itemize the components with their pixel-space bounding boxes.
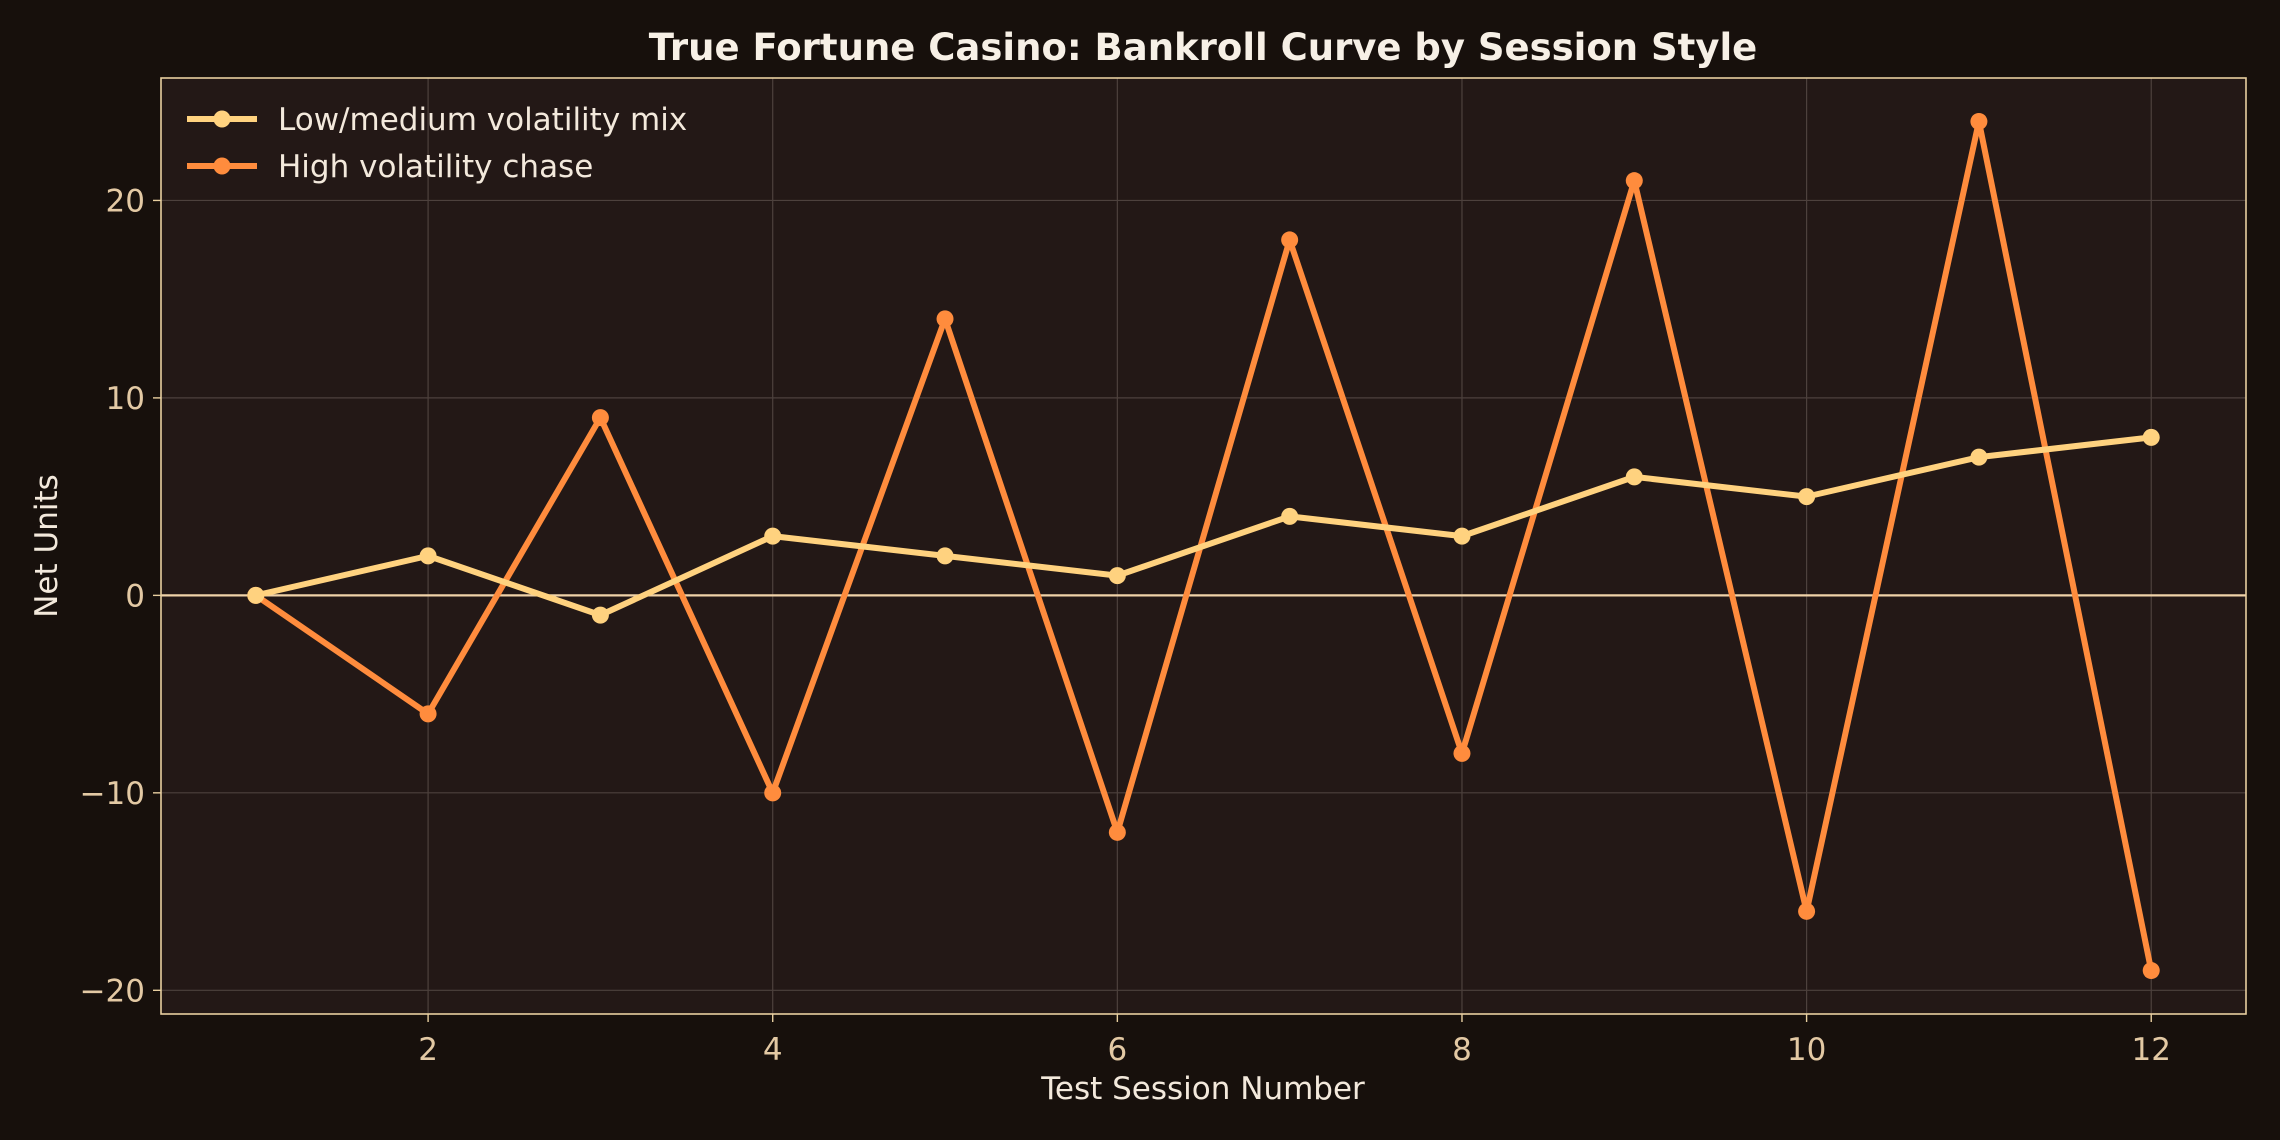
data-point-high-volatility bbox=[419, 705, 437, 723]
data-point-high-volatility bbox=[1970, 112, 1988, 130]
data-point-low-medium bbox=[936, 547, 954, 565]
data-point-high-volatility bbox=[1108, 823, 1126, 841]
chart-title: True Fortune Casino: Bankroll Curve by S… bbox=[649, 26, 1757, 69]
data-point-high-volatility bbox=[2142, 962, 2160, 980]
y-tick-label: 0 bbox=[125, 578, 145, 614]
y-tick-label: 20 bbox=[106, 183, 145, 219]
data-point-high-volatility bbox=[591, 409, 609, 427]
data-point-low-medium bbox=[591, 606, 609, 624]
x-axis-title: Test Session Number bbox=[1040, 1071, 1365, 1107]
data-point-high-volatility bbox=[764, 784, 782, 802]
data-point-low-medium bbox=[1970, 448, 1988, 466]
series-high-volatility bbox=[247, 112, 2160, 980]
data-point-low-medium bbox=[419, 547, 437, 565]
x-axis-ticks: 2 4 6 8 10 12 bbox=[418, 1014, 2171, 1068]
legend-label-low-medium: Low/medium volatility mix bbox=[278, 102, 687, 138]
y-tick-label: −20 bbox=[80, 973, 145, 1009]
x-tick-label: 12 bbox=[2132, 1032, 2171, 1068]
data-point-high-volatility bbox=[936, 310, 954, 328]
series-layer bbox=[247, 112, 2160, 980]
series-line-high-volatility bbox=[252, 118, 2155, 974]
y-axis-ticks: −20 −10 0 10 20 bbox=[80, 183, 161, 1009]
x-tick-label: 8 bbox=[1452, 1032, 1472, 1068]
data-point-low-medium bbox=[1281, 507, 1299, 525]
data-point-low-medium bbox=[1108, 567, 1126, 585]
data-point-high-volatility bbox=[1281, 231, 1299, 249]
data-point-low-medium bbox=[247, 586, 265, 604]
plot-frame bbox=[160, 77, 2247, 1015]
legend: Low/medium volatility mix High volatilit… bbox=[187, 102, 687, 185]
series-line-low-medium bbox=[252, 434, 2155, 619]
data-point-high-volatility bbox=[1798, 902, 1816, 920]
data-point-low-medium bbox=[1798, 488, 1816, 506]
data-point-high-volatility bbox=[1453, 744, 1471, 762]
data-point-high-volatility bbox=[1625, 172, 1643, 190]
x-tick-label: 4 bbox=[763, 1032, 783, 1068]
y-tick-label: 10 bbox=[106, 381, 145, 417]
x-tick-label: 2 bbox=[418, 1032, 438, 1068]
data-point-low-medium bbox=[764, 527, 782, 545]
x-tick-label: 6 bbox=[1107, 1032, 1127, 1068]
legend-marker-high-volatility bbox=[213, 157, 231, 175]
data-point-low-medium bbox=[1453, 527, 1471, 545]
y-tick-label: −10 bbox=[80, 776, 145, 812]
y-axis-title: Net Units bbox=[29, 474, 65, 618]
data-point-low-medium bbox=[1625, 468, 1643, 486]
legend-marker-low-medium bbox=[213, 110, 231, 128]
x-tick-label: 10 bbox=[1787, 1032, 1826, 1068]
data-point-low-medium bbox=[2142, 428, 2160, 446]
series-low-medium bbox=[247, 428, 2160, 624]
legend-label-high-volatility: High volatility chase bbox=[278, 149, 593, 185]
